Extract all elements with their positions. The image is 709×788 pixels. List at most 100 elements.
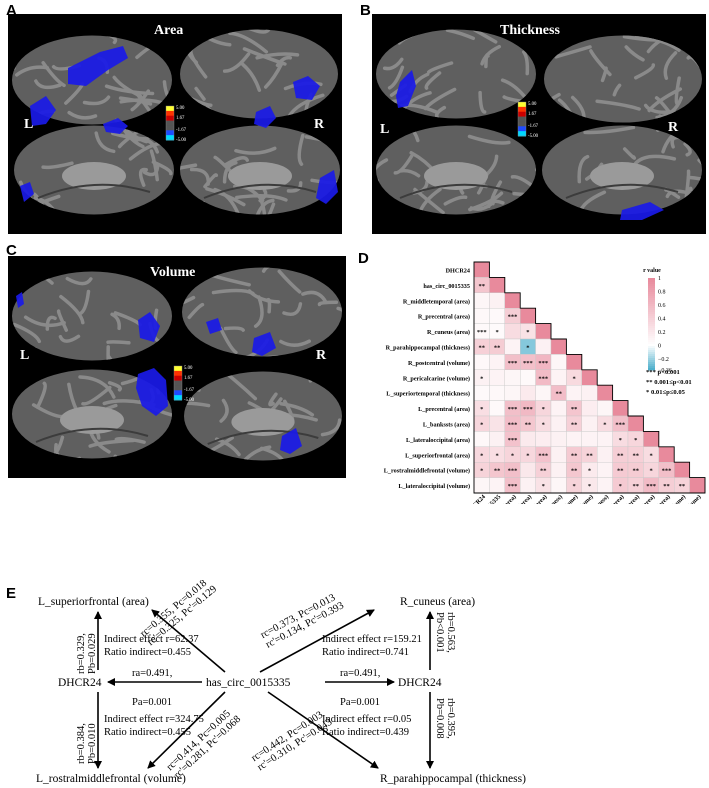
significance-stars: *** [538,375,548,382]
significance-stars: * [619,483,622,490]
colorbar-segment [648,302,655,305]
colorbar-segment [648,330,655,333]
brain-surface-med [184,371,342,461]
heatmap-cell [550,461,567,478]
panel-letter-b: B [360,2,371,19]
panel-letter-a: A [6,2,17,19]
significance-stars: *** [508,421,518,428]
heatmap-cell [550,369,567,386]
heatmap-cell [473,431,490,447]
node-superiorfrontal: L_superiorfrontal (area) [38,596,149,608]
significance-legend-item: *** p<0.001 [646,369,680,376]
arrow-c-top-left [151,609,226,673]
heatmap-cell [489,415,505,432]
colorbar-tick: -5.00 [184,398,195,403]
heatmap-cell [504,323,521,340]
heatmap-cell [473,261,490,278]
node-parahippocampal: R_parahippocampal (thickness) [380,773,526,785]
significance-stars: * [603,421,606,428]
path-a-right-r: ra=0.491, [340,668,380,679]
left-hemisphere-label: L [24,117,34,132]
node-cuneus: R_cuneus (area) [400,596,475,608]
colorbar-tick: 5.00 [176,106,185,111]
colorbar-segment [648,342,655,345]
path-b-left-up-r: rb=0.329, [76,633,87,674]
significant-cluster [620,202,664,220]
colorbar-segment [648,322,655,325]
heatmap-cell [519,477,536,494]
colorbar-segment [648,360,655,363]
significant-cluster [206,318,222,334]
heatmap-cell [674,461,690,478]
colorbar-tick: 0.4 [658,317,666,323]
heatmap-cell [689,477,706,494]
heatmap-cell [519,369,536,386]
brain-surface-lat [544,35,702,123]
significant-cluster [30,96,56,126]
heatmap-cell [596,400,613,417]
heatmap-cell [473,384,490,401]
colorbar-segment [648,366,655,369]
indirect-bl-ratio: Ratio indirect=0.455 [104,727,191,738]
significance-stars: * [480,468,483,475]
significance-stars: *** [508,483,518,490]
row-label: L_precentral (area) [418,406,470,413]
significance-stars: * [572,483,575,490]
heatmap-cell [473,308,490,324]
row-label: R_parahippocampal (thickness) [386,344,470,351]
colorbar-segment [648,348,655,351]
heatmap-cell [581,431,598,447]
significance-stars: *** [508,468,518,475]
colorbar-tick: 0.8 [658,290,666,296]
significance-legend-item: ** 0.001≤p<0.01 [646,379,692,386]
colorbar-tick: −0.2 [658,357,669,363]
significance-legend-item: * 0.01≤p≤0.05 [646,389,686,396]
brain-surfaces: 5.00 1.67 -1.67 -5.00 [376,29,702,220]
path-b-right-down-p: Pb=0.008 [434,698,445,739]
row-label: L_bankssts (area) [423,421,470,428]
colorbar-segment [648,316,655,319]
arrow-c-top-right [259,609,375,673]
colorbar-segment [648,326,655,329]
row-label: L_lateraloccipital (volume) [398,483,470,490]
path-b-right-up-p: Pb<0.001 [434,612,445,653]
heatmap-cell [519,308,536,324]
indirect-br-effect: Indirect effect r=0.05 [322,714,411,725]
indirect-bl-effect: Indirect effect r=324.75 [104,714,204,725]
significance-stars: ** [586,452,593,459]
colorbar-segment [648,324,655,327]
significance-stars: * [634,437,637,444]
significant-cluster [103,118,128,134]
significance-stars: * [480,452,483,459]
colorbar-segment [648,336,655,339]
heatmap-cell [550,415,567,432]
brain-surfaces: 5.00 1.67 -1.67 -5.00 [12,29,340,215]
significance-stars: * [649,468,652,475]
significance-stars: * [511,452,514,459]
colorbar-segment [648,296,655,299]
significant-cluster [280,428,302,454]
colorbar-tick: 1.67 [176,116,185,121]
significance-stars: ** [525,421,532,428]
colorbar-tick: 0.6 [658,303,666,309]
colorbar-segment [648,294,655,297]
heatmap-cell [566,384,582,401]
significance-stars: * [495,452,498,459]
significance-stars: *** [538,360,548,367]
brain-surface-med [180,125,340,215]
heatmap-cell [489,292,505,309]
colorbar-segment [648,362,655,365]
significance-stars: *** [523,406,533,413]
colorbar-segment [648,312,655,315]
significance-stars: * [649,452,652,459]
path-b-right-up-r: rb=0.563, [445,612,456,653]
colorbar-segment [648,368,655,371]
colorbar-segment [648,278,655,281]
heatmap-cell [581,415,598,432]
colorbar-segment [648,358,655,361]
heatmap-cell [535,323,552,340]
colorbar-segment [648,300,655,303]
mediation-diagram: L_superiorfrontal (area) R_cuneus (area)… [36,580,526,785]
colorbar-segment [648,304,655,307]
significance-stars: * [480,406,483,413]
